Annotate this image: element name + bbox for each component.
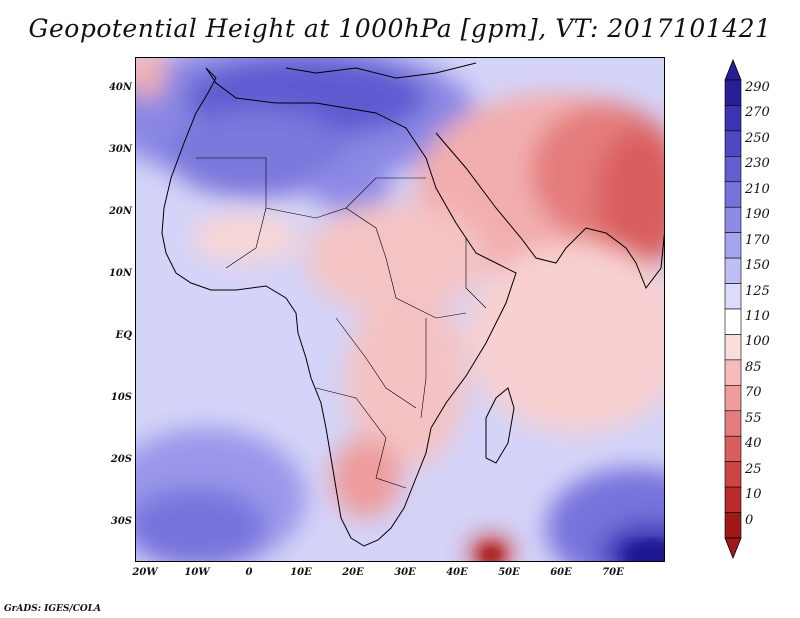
lat-label: 10N — [108, 268, 132, 279]
colorbar-segment — [724, 486, 742, 513]
field-shading — [136, 58, 664, 561]
colorbar-tick-label: 110 — [745, 309, 770, 324]
colorbar-segment — [724, 385, 742, 412]
lat-label: 30N — [108, 144, 132, 155]
colorbar-segment — [724, 334, 742, 361]
colorbar-segment — [724, 308, 742, 335]
lon-label: 10W — [184, 567, 210, 578]
lat-label: 20S — [110, 454, 132, 465]
lon-label: 20W — [132, 567, 158, 578]
lon-label: 60E — [550, 567, 572, 578]
colorbar-segment — [724, 359, 742, 386]
colorbar-segment — [724, 257, 742, 284]
colorbar-tick-label: 85 — [745, 359, 762, 375]
colorbar-segment — [724, 512, 742, 539]
colorbar-tick-label: 270 — [745, 105, 770, 121]
colorbar-tick-label: 250 — [745, 130, 770, 146]
colorbar-tick-label: 125 — [745, 283, 770, 299]
lon-label: 50E — [498, 567, 520, 578]
lat-label: 20N — [108, 206, 132, 217]
lat-label: 10S — [110, 392, 132, 403]
lon-label: 0 — [245, 567, 253, 578]
colorbar-segment — [724, 461, 742, 488]
colorbar-segment — [724, 206, 742, 233]
field-detail — [479, 540, 664, 561]
colorbar-bottom-arrow — [724, 537, 742, 560]
country-borders — [196, 157, 487, 489]
map-plot-area — [135, 57, 665, 562]
colorbar-tick-label: 170 — [745, 232, 770, 248]
colorbar-segment — [724, 156, 742, 183]
colorbar-tick-label: 230 — [745, 156, 770, 172]
colorbar-tick-label: 10 — [745, 487, 762, 503]
colorbar-tick-label: 100 — [745, 334, 770, 350]
coastlines — [161, 62, 664, 547]
colorbar-segment — [724, 232, 742, 259]
colorbar-tick-label: 25 — [745, 461, 762, 477]
colorbar-segment — [724, 130, 742, 157]
lon-label: 40E — [446, 567, 468, 578]
lon-label: 10E — [290, 567, 312, 578]
colorbar-segment — [724, 435, 742, 462]
geopotential-map — [136, 58, 664, 561]
lon-label: 70E — [602, 567, 624, 578]
map-title: Geopotential Height at 1000hPa [gpm], VT… — [28, 14, 772, 43]
colorbar-top-arrow — [724, 58, 742, 81]
colorbar-tick-label: 190 — [745, 207, 770, 223]
lon-label: 20E — [342, 567, 364, 578]
colorbar-segment — [724, 181, 742, 208]
colorbar-segment — [724, 283, 742, 310]
colorbar-tick-label: 40 — [745, 436, 762, 452]
colorbar-segment — [724, 79, 742, 106]
colorbar-tick-label: 70 — [745, 385, 762, 401]
colorbar-tick-label: 290 — [745, 80, 770, 95]
colorbar-tick-label: 55 — [745, 410, 762, 426]
grads-credit: GrADS: IGES/COLA — [4, 604, 102, 614]
lat-label: EQ — [115, 330, 132, 341]
colorbar-tick-label: 0 — [745, 512, 754, 528]
lat-label: 40N — [108, 82, 132, 93]
lat-label: 30S — [110, 516, 132, 527]
colorbar-tick-label: 150 — [745, 258, 770, 274]
colorbar-segment — [724, 105, 742, 132]
lon-label: 30E — [394, 567, 416, 578]
colorbar-tick-label: 210 — [745, 181, 770, 197]
colorbar-segment — [724, 410, 742, 437]
